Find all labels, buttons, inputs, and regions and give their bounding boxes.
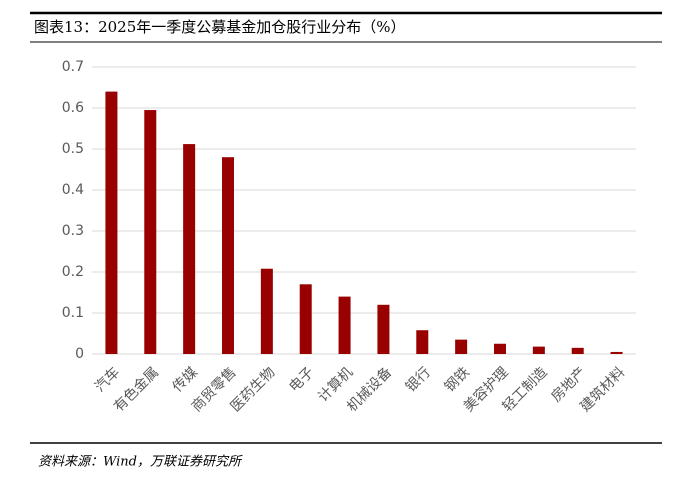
y-tick-label: 0.1 bbox=[62, 305, 84, 321]
bar bbox=[222, 157, 234, 354]
bar bbox=[105, 91, 118, 354]
bar bbox=[144, 110, 157, 354]
x-tick-label: 钢铁 bbox=[442, 364, 473, 395]
x-tick-label: 传媒 bbox=[170, 364, 201, 395]
bar bbox=[532, 346, 545, 354]
bar bbox=[455, 339, 468, 354]
chart-title: 图表13：2025年一季度公募基金加仓股行业分布（%） bbox=[34, 18, 406, 36]
bar bbox=[299, 284, 312, 354]
bar bbox=[377, 304, 390, 354]
y-tick-label: 0.7 bbox=[62, 59, 84, 75]
bar bbox=[338, 296, 351, 354]
y-tick-label: 0.4 bbox=[62, 182, 84, 198]
bar bbox=[494, 343, 506, 354]
bar bbox=[571, 347, 584, 354]
y-tick-label: 0.2 bbox=[62, 264, 84, 280]
x-tick-label: 汽车 bbox=[91, 364, 123, 396]
source-note: 资料来源：Wind，万联证券研究所 bbox=[38, 454, 243, 470]
x-tick-label: 电子 bbox=[286, 364, 317, 395]
y-tick-label: 0.6 bbox=[62, 100, 84, 116]
bar bbox=[183, 144, 196, 354]
bar bbox=[610, 351, 623, 354]
y-tick-label: 0 bbox=[75, 346, 84, 362]
y-tick-label: 0.5 bbox=[62, 141, 84, 157]
y-tick-label: 0.3 bbox=[62, 223, 84, 239]
x-tick-label: 银行 bbox=[403, 364, 434, 395]
bar bbox=[416, 330, 429, 354]
bar bbox=[260, 268, 273, 354]
